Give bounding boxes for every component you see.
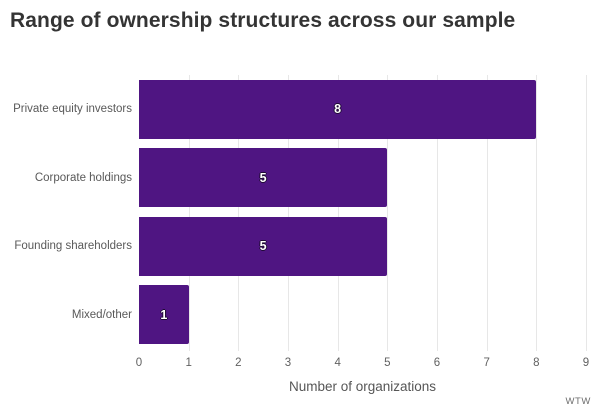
x-tick-label: 2	[235, 357, 242, 369]
x-tick-label: 8	[533, 357, 540, 369]
gridline	[387, 75, 389, 351]
x-tick-label: 1	[185, 357, 192, 369]
gridline	[288, 75, 289, 351]
category-label: Founding shareholders	[14, 240, 132, 253]
x-tick-label: 3	[284, 357, 292, 369]
gridline	[486, 75, 488, 351]
bar-value-label: 5	[259, 239, 267, 254]
bar-founding-shareholders	[139, 216, 388, 276]
bar-value-label: 5	[259, 170, 267, 185]
gridline	[238, 75, 240, 351]
bar-corporate-holdings	[139, 148, 388, 208]
gridline	[337, 75, 339, 351]
gridline	[437, 75, 438, 351]
gridline	[586, 75, 587, 351]
x-tick-label: 6	[433, 357, 441, 369]
gridline	[536, 75, 538, 351]
bar-value-label: 8	[334, 102, 342, 117]
x-tick-label: 0	[135, 357, 143, 369]
x-tick-label: 9	[582, 357, 590, 369]
x-tick-label: 4	[334, 357, 341, 369]
category-label: Corporate holdings	[34, 171, 132, 184]
chart-title: Range of ownership structures across our…	[10, 9, 516, 32]
category-label: Private equity investors	[13, 103, 132, 116]
x-tick-label: 5	[384, 357, 391, 369]
watermark-logo: WTW	[565, 396, 591, 407]
bar-value-label: 1	[160, 307, 168, 322]
bar-private-equity-investors	[139, 79, 537, 139]
x-tick-label: 7	[483, 357, 490, 369]
category-label: Mixed/other	[71, 308, 132, 321]
bar-mixed-other	[139, 285, 189, 345]
gridline	[188, 75, 190, 351]
x-axis-title: Number of organizations	[288, 379, 437, 394]
